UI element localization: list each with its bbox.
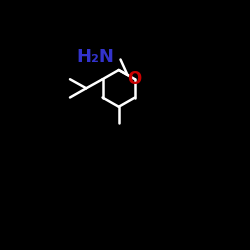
Text: H₂N: H₂N xyxy=(76,48,114,66)
Text: O: O xyxy=(127,70,141,88)
